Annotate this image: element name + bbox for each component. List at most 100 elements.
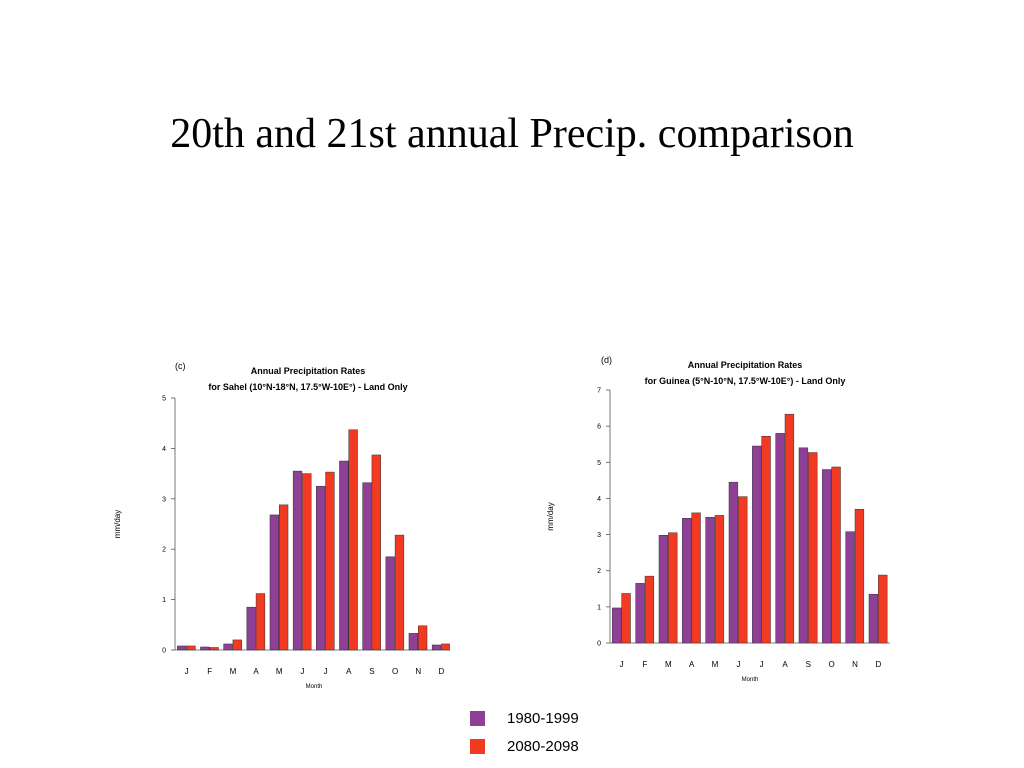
x-tick-label: O [829, 660, 835, 669]
panel-label: (c) [175, 361, 186, 371]
y-tick-label: 2 [597, 568, 601, 575]
x-tick-label: A [782, 660, 788, 669]
chart-title: Annual Precipitation Rates [688, 360, 803, 370]
y-tick-label: 3 [162, 496, 166, 503]
bar-1980 [200, 646, 210, 651]
legend-label-2080: 2080-2098 [507, 737, 579, 755]
y-tick-label: 3 [597, 532, 601, 539]
bar-1980 [339, 460, 349, 651]
x-tick-label: D [439, 667, 445, 676]
x-axis-label: Month [306, 684, 323, 690]
bar-1980 [682, 518, 692, 644]
bar-2080 [761, 436, 771, 644]
bar-2080 [808, 452, 818, 644]
legend-item-1980: 1980-1999 [470, 704, 579, 732]
x-tick-label: A [689, 660, 695, 669]
bar-1980 [728, 481, 739, 644]
bar-2080 [621, 593, 631, 644]
y-tick-label: 0 [162, 648, 166, 655]
bar-1980 [223, 643, 233, 651]
bar-2080 [644, 575, 655, 644]
bar-2080 [279, 504, 289, 651]
x-tick-label: N [415, 667, 421, 676]
bar-2080 [784, 413, 795, 644]
bar-1980 [431, 644, 442, 651]
bar-2080 [854, 509, 865, 644]
x-axis-label: Month [742, 677, 759, 683]
y-axis-label: mm/day [113, 510, 122, 538]
x-tick-label: A [346, 667, 352, 676]
bar-1980 [408, 633, 419, 651]
y-tick-label: 2 [162, 547, 166, 554]
y-tick-label: 1 [162, 597, 166, 604]
bar-2080 [371, 454, 381, 651]
bar-2080 [232, 639, 242, 651]
x-tick-label: O [392, 667, 398, 676]
x-tick-label: S [806, 660, 811, 669]
bar-2080 [255, 593, 266, 651]
bar-1980 [635, 583, 645, 644]
bar-1980 [177, 645, 187, 651]
bar-1980 [822, 469, 832, 644]
bar-2080 [691, 512, 701, 644]
bar-1980 [612, 607, 622, 644]
chart-title: Annual Precipitation Rates [251, 366, 366, 376]
bar-2080 [348, 429, 358, 651]
bar-1980 [292, 470, 303, 651]
x-tick-label: F [643, 660, 648, 669]
x-tick-label: M [712, 660, 719, 669]
bar-1980 [775, 433, 785, 644]
bar-1980 [269, 514, 280, 651]
x-tick-label: D [875, 660, 881, 669]
bar-2080 [418, 625, 428, 651]
bar-1980 [362, 482, 372, 651]
x-tick-label: A [253, 667, 259, 676]
y-axis-label: mm/day [546, 502, 555, 530]
y-tick-label: 4 [597, 496, 601, 503]
x-tick-label: M [230, 667, 237, 676]
bar-1980 [246, 606, 256, 651]
x-tick-label: N [852, 660, 858, 669]
bar-2080 [441, 643, 450, 651]
x-tick-label: J [185, 667, 189, 676]
bar-1980 [658, 535, 669, 644]
bar-1980 [845, 531, 855, 644]
bar-2080 [831, 466, 841, 644]
x-tick-label: S [369, 667, 374, 676]
y-tick-label: 6 [597, 424, 601, 431]
bar-2080 [209, 647, 219, 651]
bar-2080 [302, 473, 312, 651]
y-tick-label: 0 [597, 641, 601, 648]
legend: 1980-1999 2080-2098 [470, 704, 579, 760]
legend-swatch-1980 [470, 710, 485, 726]
x-tick-label: F [207, 667, 212, 676]
chart-guinea: Annual Precipitation Rates for Guinea (5°… [546, 355, 890, 683]
bar-1980 [705, 516, 715, 644]
x-tick-label: J [736, 660, 740, 669]
x-tick-label: J [620, 660, 624, 669]
chart-subtitle: for Sahel (10°N-18°N, 17.5°W-10E°) - Lan… [208, 382, 407, 392]
bar-2080 [714, 515, 725, 644]
y-tick-label: 5 [162, 396, 166, 403]
bar-2080 [186, 645, 196, 651]
bar-1980 [752, 445, 762, 644]
x-tick-label: J [324, 667, 328, 676]
bar-1980 [868, 593, 879, 644]
bar-2080 [878, 574, 888, 644]
legend-label-1980: 1980-1999 [507, 709, 579, 727]
panel-label: (d) [601, 355, 612, 365]
x-tick-label: M [276, 667, 283, 676]
bar-1980 [316, 485, 326, 651]
x-tick-label: J [760, 660, 764, 669]
bar-2080 [325, 471, 335, 651]
legend-item-2080: 2080-2098 [470, 732, 579, 760]
y-tick-label: 5 [597, 460, 601, 467]
legend-swatch-2080 [470, 738, 485, 754]
bar-2080 [668, 532, 678, 644]
x-tick-label: J [300, 667, 304, 676]
bar-1980 [385, 556, 395, 651]
x-tick-label: M [665, 660, 672, 669]
y-tick-label: 7 [597, 388, 601, 395]
slide-title: 20th and 21st annual Precip. comparison [170, 111, 854, 157]
y-tick-label: 4 [162, 446, 166, 453]
